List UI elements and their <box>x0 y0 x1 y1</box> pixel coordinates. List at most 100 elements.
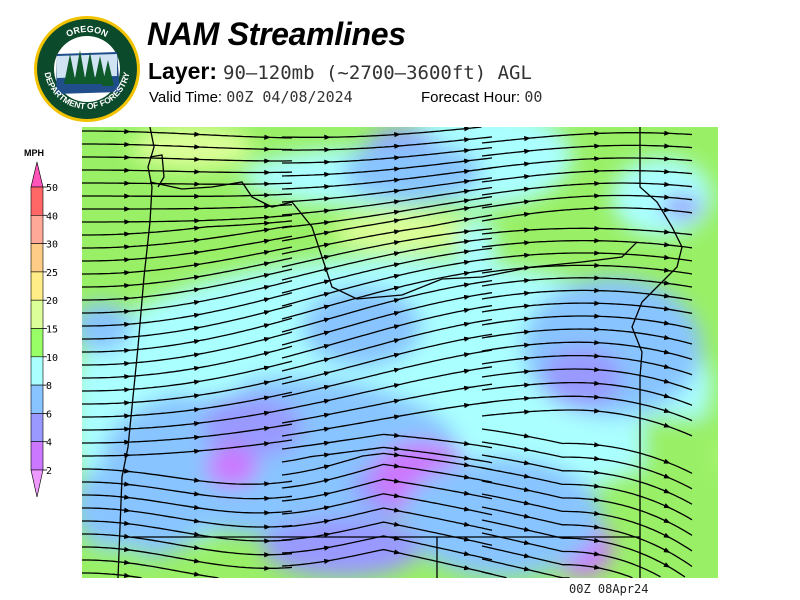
streamline-arrow <box>323 518 331 525</box>
streamline-arrow <box>323 505 331 511</box>
streamline-arrow <box>323 398 331 404</box>
streamline-arrow <box>393 262 401 268</box>
streamline-arrow <box>663 407 671 413</box>
streamline-arrow <box>263 426 271 432</box>
streamline <box>82 375 293 405</box>
streamline <box>481 277 693 288</box>
streamline-arrow <box>193 325 201 331</box>
streamline <box>281 383 493 424</box>
streamline <box>82 494 293 514</box>
streamline-arrow <box>323 384 331 390</box>
streamline <box>281 433 493 450</box>
streamline <box>82 143 292 151</box>
legend-band <box>30 384 44 414</box>
streamline <box>481 441 693 490</box>
streamline <box>281 366 493 411</box>
streamline-arrow <box>323 254 331 260</box>
streamline-arrow <box>523 553 531 559</box>
streamline-arrow <box>663 363 671 370</box>
streamline-arrow <box>523 540 531 546</box>
legend-band <box>30 413 44 442</box>
streamline-arrow <box>263 380 271 386</box>
streamline <box>281 507 493 531</box>
streamline <box>281 214 493 255</box>
streamline-arrow <box>263 410 271 416</box>
streamline-arrow <box>523 566 531 572</box>
legend-label: 8 <box>46 381 52 392</box>
streamline <box>82 391 293 418</box>
streamline <box>281 292 493 346</box>
wind-speed-area <box>142 317 262 397</box>
streamline-arrow <box>193 312 201 318</box>
streamline-arrow <box>193 504 201 510</box>
streamline-arrow <box>263 336 271 342</box>
streamline-arrow <box>393 218 401 224</box>
streamline <box>82 225 293 249</box>
streamline <box>481 368 693 391</box>
streamline-arrow <box>263 249 271 256</box>
wind-speed-area <box>662 195 702 219</box>
streamline-arrow <box>193 339 201 345</box>
streamline-map <box>82 127 718 578</box>
streamline <box>481 545 633 578</box>
streamline <box>82 317 293 353</box>
streamline-arrow <box>663 378 671 384</box>
streamline-arrow <box>323 478 331 484</box>
streamline <box>481 144 693 157</box>
streamline <box>82 204 293 210</box>
wind-speed-area <box>262 517 422 577</box>
streamline-arrow <box>263 273 271 279</box>
streamline <box>82 268 293 301</box>
streamline <box>82 193 293 197</box>
streamline-arrow <box>323 267 331 273</box>
streamline-arrow <box>393 549 401 555</box>
streamline-arrow <box>393 324 401 330</box>
streamline <box>481 532 661 578</box>
streamline <box>281 478 493 502</box>
streamline-arrow <box>663 473 671 479</box>
page-title: NAM Streamlines <box>147 16 406 52</box>
streamline <box>82 214 293 223</box>
streamline-arrow <box>663 393 671 399</box>
legend-label: 25 <box>46 268 58 279</box>
legend-band <box>30 356 44 386</box>
streamline <box>281 167 493 190</box>
streamline <box>82 507 293 528</box>
streamline-arrow <box>393 251 401 257</box>
streamline <box>481 341 693 361</box>
legend-above-triangle <box>30 161 44 188</box>
streamline-arrow <box>523 486 531 493</box>
wind-speed-area <box>342 142 482 202</box>
streamline-arrow <box>463 474 471 480</box>
streamline-arrow <box>463 270 471 277</box>
legend-band <box>30 243 44 273</box>
streamline <box>82 280 293 314</box>
streamline <box>281 247 493 294</box>
streamline <box>82 246 293 275</box>
streamline <box>481 395 693 422</box>
legend-label: 2 <box>46 466 52 477</box>
streamline-arrow <box>323 464 331 470</box>
layer-info: Layer: 90–120mb (~2700–3600ft) AGL <box>148 58 532 85</box>
wind-speed-legend: MPH 50 40 30 25 20 15 10 8 6 4 2 <box>24 148 58 498</box>
streamline <box>82 156 292 162</box>
legend-band <box>30 328 44 358</box>
streamline-arrow <box>193 518 201 524</box>
streamline-arrow <box>393 383 401 389</box>
streamline <box>481 239 693 249</box>
streamline <box>481 289 693 301</box>
streamline <box>82 169 293 174</box>
streamline-arrow <box>593 551 601 557</box>
streamline <box>481 571 507 578</box>
streamline-arrow <box>463 206 471 212</box>
layer-label: Layer: <box>148 58 218 84</box>
svg-text:OREGON: OREGON <box>64 24 109 39</box>
legend-label: 50 <box>46 183 58 194</box>
streamline-arrow <box>393 199 401 205</box>
streamline-arrow <box>463 249 471 255</box>
streamline <box>281 177 493 203</box>
streamline <box>281 521 493 546</box>
streamline-arrow <box>323 558 331 564</box>
streamline-arrow <box>523 446 531 452</box>
streamline-arrow <box>663 334 671 340</box>
